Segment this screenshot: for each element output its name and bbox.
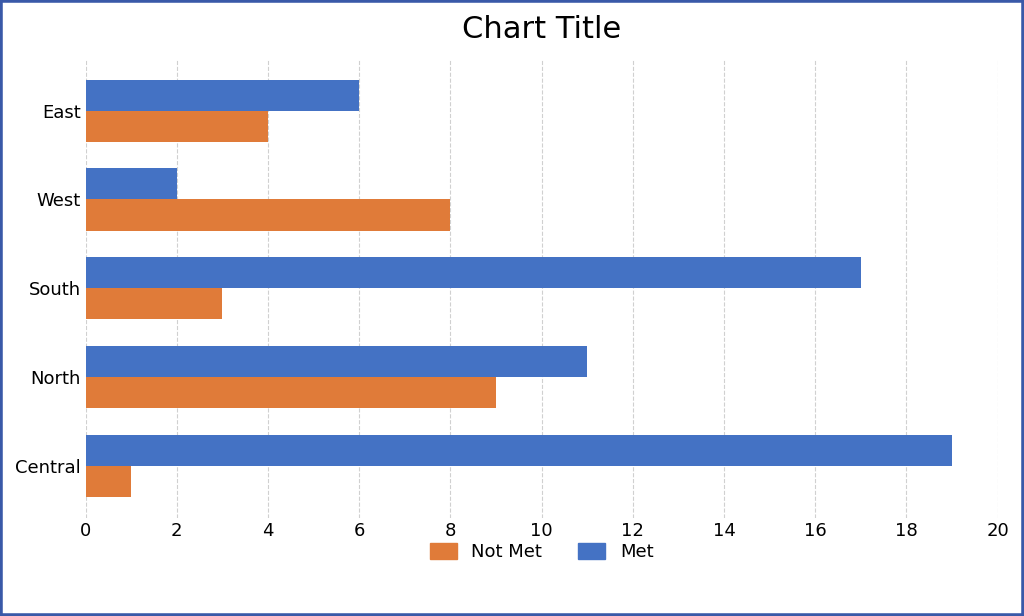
Bar [86, 257, 861, 288]
Bar [86, 466, 131, 496]
Legend: Not Met, Met: Not Met, Met [423, 535, 660, 568]
Bar [86, 377, 496, 408]
Bar [86, 288, 222, 319]
Bar [86, 111, 268, 142]
Bar [86, 79, 359, 111]
Bar [86, 168, 177, 200]
Title: Chart Title: Chart Title [462, 15, 622, 44]
Bar [86, 346, 587, 377]
Bar [86, 435, 952, 466]
Bar [86, 200, 451, 230]
